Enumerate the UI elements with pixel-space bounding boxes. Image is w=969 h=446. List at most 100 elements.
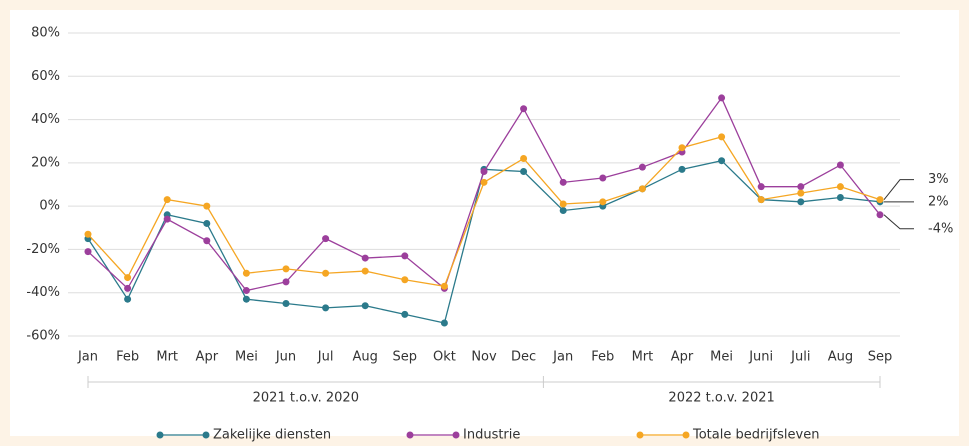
x-tick-label: Feb [116, 350, 139, 365]
data-point [282, 300, 290, 308]
legend-dot [156, 431, 164, 439]
data-point [401, 252, 409, 260]
data-point [401, 276, 409, 284]
x-tick-label: Jun [275, 350, 296, 365]
label-leader [883, 214, 914, 230]
x-tick-label: Jul [317, 350, 334, 365]
data-point [599, 174, 607, 182]
data-point [718, 157, 726, 165]
data-point [836, 183, 844, 191]
x-tick-label: Nov [471, 350, 497, 365]
data-point [84, 248, 92, 256]
x-tick-label: Mrt [632, 350, 654, 365]
x-tick-label: Apr [196, 350, 219, 365]
x-tick-label: Sep [868, 350, 893, 365]
x-tick-label: Feb [591, 350, 614, 365]
data-point [401, 310, 409, 318]
data-point [322, 304, 330, 312]
x-tick-label: Jan [552, 350, 573, 365]
data-point [876, 196, 884, 204]
data-point [718, 94, 726, 102]
data-point [282, 278, 290, 286]
data-point [559, 200, 567, 208]
data-point [282, 265, 290, 273]
data-point [124, 295, 132, 303]
data-point [124, 284, 132, 292]
label-leader [883, 179, 914, 200]
data-point [678, 165, 686, 173]
x-tick-label: Mrt [156, 350, 178, 365]
y-tick-label: -20% [26, 242, 60, 257]
group-label: 2022 t.o.v. 2021 [668, 391, 774, 406]
value-label: -4% [928, 221, 953, 236]
x-tick-label: Juli [790, 350, 810, 365]
value-label: 2% [928, 194, 949, 209]
legend-dot [202, 431, 210, 439]
data-point [876, 211, 884, 219]
data-point [638, 163, 646, 171]
data-point [440, 282, 448, 290]
legend-label: Totale bedrijfsleven [692, 428, 819, 443]
group-label: 2021 t.o.v. 2020 [253, 391, 359, 406]
data-point [638, 185, 646, 193]
data-point [520, 155, 528, 163]
y-tick-label: 80% [31, 26, 60, 41]
x-tick-label: Aug [828, 350, 853, 365]
x-tick-label: Juni [748, 350, 773, 365]
panel [10, 10, 959, 436]
data-point [242, 269, 250, 277]
legend-dot [452, 431, 460, 439]
data-point [836, 161, 844, 169]
data-point [797, 198, 805, 206]
legend-label: Industrie [463, 428, 520, 443]
data-point [361, 302, 369, 310]
data-point [480, 178, 488, 186]
data-point [797, 189, 805, 197]
x-tick-label: Mei [235, 350, 258, 365]
data-point [797, 183, 805, 191]
data-point [203, 237, 211, 245]
y-tick-label: -60% [26, 329, 60, 344]
y-tick-label: 40% [31, 112, 60, 127]
data-point [520, 168, 528, 176]
data-point [124, 274, 132, 282]
data-point [84, 230, 92, 238]
data-point [480, 168, 488, 176]
x-tick-label: Aug [353, 350, 378, 365]
x-tick-label: Okt [433, 350, 456, 365]
data-point [322, 235, 330, 243]
data-point [678, 144, 686, 152]
data-point [757, 196, 765, 204]
data-point [718, 133, 726, 141]
x-tick-label: Dec [511, 350, 536, 365]
y-tick-label: 20% [31, 155, 60, 170]
data-point [757, 183, 765, 191]
x-tick-label: Jan [77, 350, 98, 365]
data-point [361, 267, 369, 275]
data-point [361, 254, 369, 262]
y-tick-label: 0% [39, 199, 60, 214]
data-point [203, 219, 211, 227]
data-point [599, 198, 607, 206]
data-point [322, 269, 330, 277]
x-tick-label: Apr [671, 350, 694, 365]
data-point [559, 206, 567, 214]
data-point [163, 196, 171, 204]
legend-dot [682, 431, 690, 439]
legend-dot [406, 431, 414, 439]
data-point [836, 193, 844, 201]
value-label: 3% [928, 172, 949, 187]
y-tick-label: 60% [31, 69, 60, 84]
data-point [242, 287, 250, 295]
x-tick-label: Sep [393, 350, 418, 365]
x-tick-label: Mei [710, 350, 733, 365]
legend-dot [636, 431, 644, 439]
data-point [440, 319, 448, 327]
data-point [203, 202, 211, 210]
data-point [559, 178, 567, 186]
data-point [520, 105, 528, 113]
y-tick-label: -40% [26, 285, 60, 300]
legend-label: Zakelijke diensten [213, 428, 331, 443]
